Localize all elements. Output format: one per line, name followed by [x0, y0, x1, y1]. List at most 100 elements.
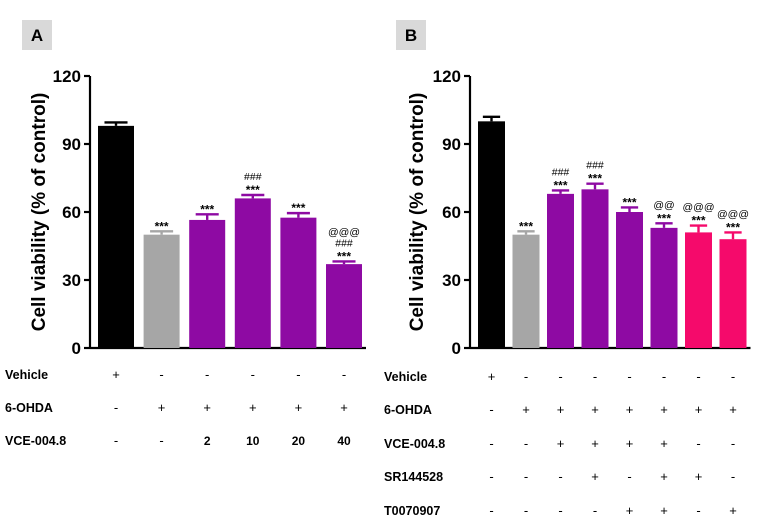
bar: [98, 125, 134, 348]
treatment-cell: -: [114, 400, 118, 415]
y-tick-label: 0: [72, 339, 81, 358]
treatment-cell: +: [591, 469, 599, 484]
significance-at: @@@: [683, 202, 715, 214]
treatment-row-label: VCE-004.8: [384, 437, 445, 451]
treatment-cell: +: [249, 400, 257, 415]
treatment-row-label: 6-OHDA: [5, 401, 53, 415]
treatment-cell: -: [662, 369, 666, 384]
y-tick-label: 120: [433, 67, 461, 86]
treatment-cell: -: [524, 469, 528, 484]
treatment-cell: -: [251, 367, 255, 382]
treatment-row-label: Vehicle: [5, 368, 48, 382]
bar: [547, 193, 574, 348]
treatment-cell: +: [557, 436, 565, 451]
significance-stars: ***: [519, 219, 533, 233]
treatment-cell: -: [696, 369, 700, 384]
treatment-cell: +: [591, 402, 599, 417]
treatment-cell: +: [591, 436, 599, 451]
y-axis-label: Cell viability (% of control): [407, 93, 428, 332]
treatment-cell: -: [731, 436, 735, 451]
treatment-cell: -: [696, 503, 700, 518]
treatment-cell: -: [489, 469, 493, 484]
treatment-cell: +: [158, 400, 166, 415]
treatment-cell: -: [627, 469, 631, 484]
treatment-cell: -: [558, 503, 562, 518]
treatment-row-label: Vehicle: [384, 370, 427, 384]
significance-stars: ***: [657, 211, 671, 225]
significance-stars: ***: [246, 183, 260, 197]
significance-at: @@@: [717, 208, 749, 220]
significance-stars: ***: [155, 219, 169, 233]
bar: [616, 212, 643, 348]
treatment-cell: -: [524, 369, 528, 384]
y-axis-label: Cell viability (% of control): [29, 93, 50, 332]
treatment-cell: +: [557, 402, 565, 417]
significance-stars: ***: [553, 178, 567, 192]
significance-hash: ###: [335, 237, 353, 249]
bar: [719, 239, 747, 348]
treatment-row-label: SR144528: [384, 470, 443, 484]
y-tick-label: 60: [62, 203, 81, 222]
treatment-cell: +: [112, 367, 120, 382]
treatment-cell: +: [626, 402, 634, 417]
treatment-cell: -: [731, 469, 735, 484]
bar: [650, 227, 678, 348]
bar: [581, 189, 609, 348]
significance-hash: ###: [586, 160, 604, 172]
treatment-cell: 20: [292, 434, 306, 448]
treatment-cell: -: [593, 369, 597, 384]
treatment-cell: -: [159, 433, 163, 448]
bar: [512, 234, 540, 348]
panel-label: B: [405, 26, 417, 45]
significance-stars: ***: [337, 249, 351, 263]
panel-a: A Cell viability (% of control) 0 30 60 90 120…: [5, 20, 366, 448]
panel-label-box: [22, 20, 52, 50]
treatment-row-label: 6-OHDA: [384, 403, 432, 417]
treatment-cell: +: [295, 400, 303, 415]
significance-stars: ***: [622, 195, 636, 209]
treatment-cell: -: [696, 436, 700, 451]
treatment-cell: +: [626, 436, 634, 451]
significance-stars: ***: [588, 172, 602, 186]
treatment-cell: 2: [204, 434, 211, 448]
treatment-row-label: VCE-004.8: [5, 434, 66, 448]
y-tick-label: 90: [62, 135, 81, 154]
treatment-cell: -: [627, 369, 631, 384]
treatment-cell: -: [731, 369, 735, 384]
treatment-cell: -: [114, 433, 118, 448]
significance-at: @@@: [328, 226, 360, 238]
treatment-cell: +: [729, 503, 737, 518]
significance-hash: ###: [244, 171, 262, 183]
treatment-cell: +: [626, 503, 634, 518]
significance-at: @@: [653, 199, 674, 211]
treatment-cell: +: [660, 503, 668, 518]
y-tick-label: 0: [452, 339, 461, 358]
bar: [478, 121, 505, 348]
bar: [189, 219, 226, 348]
treatment-cell: -: [296, 367, 300, 382]
bar: [280, 217, 317, 348]
significance-stars: ***: [691, 214, 705, 228]
significance-stars: ***: [726, 220, 740, 234]
treatment-cell: -: [342, 367, 346, 382]
y-tick-label: 30: [442, 271, 461, 290]
panel-b: B Cell viability (% of control) 0 30 60 90 120…: [384, 20, 751, 518]
treatment-cell: -: [489, 503, 493, 518]
y-tick-label: 30: [62, 271, 81, 290]
treatment-cell: -: [558, 369, 562, 384]
treatment-cell: +: [660, 436, 668, 451]
treatment-cell: -: [524, 436, 528, 451]
significance-hash: ###: [552, 166, 570, 178]
treatment-cell: 10: [246, 434, 260, 448]
treatment-cell: -: [524, 503, 528, 518]
y-tick-label: 60: [442, 203, 461, 222]
y-tick-label: 90: [442, 135, 461, 154]
treatment-cell: +: [729, 402, 737, 417]
treatment-cell: 40: [337, 434, 351, 448]
treatment-cell: +: [522, 402, 530, 417]
treatment-cell: -: [205, 367, 209, 382]
bar: [143, 234, 180, 348]
treatment-cell: -: [489, 402, 493, 417]
treatment-row-label: T0070907: [384, 504, 440, 518]
